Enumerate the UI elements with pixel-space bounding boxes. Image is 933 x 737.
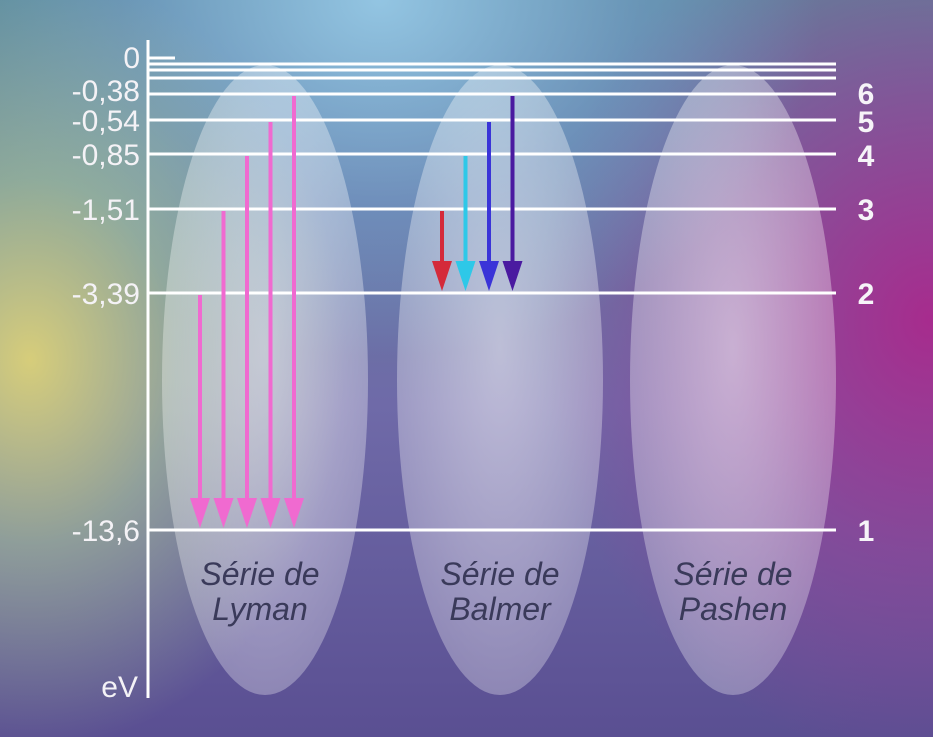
- arrowhead-lyman-from-6: [284, 498, 304, 528]
- unit-label: eV: [101, 671, 138, 704]
- energy-label-5: -0,54: [72, 105, 140, 138]
- energy-label-3: -1,51: [72, 194, 140, 227]
- arrowhead-balmer-from-4: [455, 261, 476, 291]
- quantum-number-3: 3: [858, 194, 875, 227]
- arrowhead-lyman-from-5: [260, 498, 281, 528]
- series-label-pashen-line1: Série de: [673, 556, 792, 592]
- series-label-lyman-line2: Lyman: [212, 591, 307, 627]
- series-label-balmer-line1: Série de: [440, 556, 559, 592]
- energy-label-2: -3,39: [72, 278, 140, 311]
- series-label-pashen-line2: Pashen: [679, 591, 788, 627]
- arrowhead-lyman-from-2: [190, 498, 210, 528]
- energy-label-4: -0,85: [72, 139, 140, 172]
- arrowhead-balmer-from-6: [502, 261, 523, 291]
- quantum-number-4: 4: [858, 140, 875, 173]
- quantum-number-6: 6: [858, 78, 875, 111]
- series-ellipse-pashen: [630, 65, 836, 695]
- quantum-number-1: 1: [858, 515, 875, 548]
- arrowhead-lyman-from-4: [237, 498, 257, 528]
- quantum-number-2: 2: [858, 278, 875, 311]
- arrowhead-balmer-from-5: [479, 261, 499, 291]
- arrowhead-balmer-from-3: [432, 261, 452, 291]
- series-ellipse-lyman: [162, 65, 368, 695]
- arrowhead-lyman-from-3: [213, 498, 234, 528]
- series-label-balmer-line2: Balmer: [449, 591, 552, 627]
- energy-label-1: -13,6: [72, 515, 140, 548]
- series-ellipse-balmer: [397, 65, 603, 695]
- transition-arrows: [190, 96, 523, 528]
- energy-label-0: 0: [123, 42, 140, 75]
- series-label-lyman-line1: Série de: [200, 556, 319, 592]
- energy-label-6: -0,38: [72, 75, 140, 108]
- quantum-number-5: 5: [858, 106, 875, 139]
